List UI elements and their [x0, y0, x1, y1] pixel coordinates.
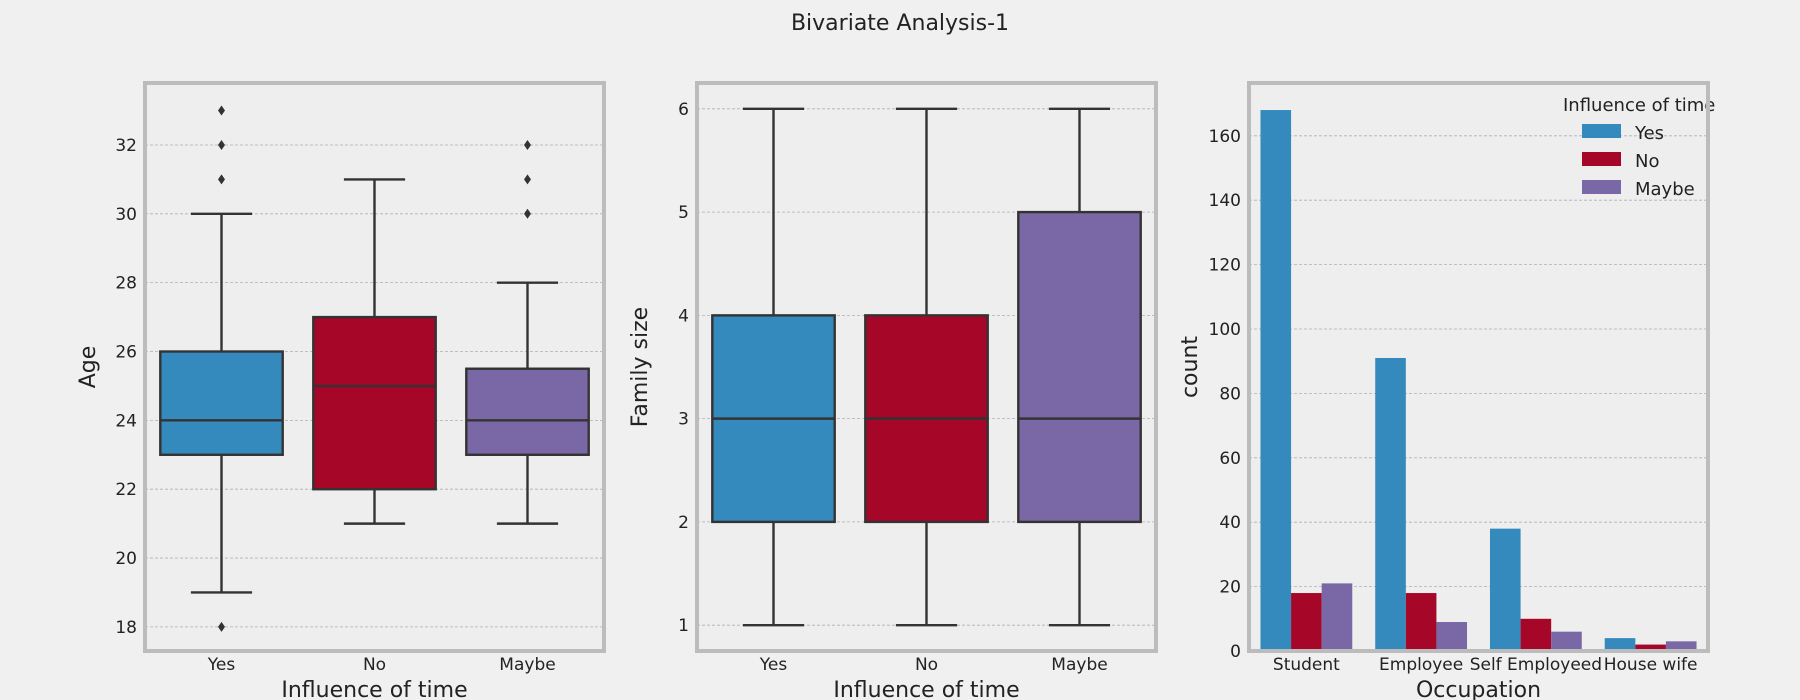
axes-background — [1249, 83, 1708, 651]
outlier-point — [524, 208, 531, 219]
legend-swatch — [1582, 180, 1621, 194]
legend-label: Yes — [1634, 123, 1664, 144]
y-tick-label: 20 — [1219, 578, 1241, 598]
legend-label: No — [1635, 151, 1659, 172]
y-tick-label: 2 — [678, 513, 689, 533]
x-tick-label: House wife — [1604, 655, 1698, 675]
axes-frame — [695, 81, 1158, 653]
legend-swatch — [1582, 124, 1621, 138]
x-axis-label: Influence of time — [281, 678, 467, 700]
box-no — [864, 107, 989, 627]
y-axis-label: count — [1178, 336, 1203, 398]
bar-employee-yes — [1375, 357, 1406, 651]
y-tick-label: 26 — [115, 343, 137, 363]
y-tick-label: 80 — [1219, 384, 1241, 404]
x-tick-label: Employee — [1379, 655, 1463, 675]
x-tick-label: Yes — [207, 655, 236, 675]
x-tick-label: No — [363, 655, 386, 675]
chart-panel-1: 18 20 22 24 26 28 30 32 Yes No Maybe Influence of t… — [76, 81, 606, 700]
y-tick-label: 30 — [115, 205, 137, 225]
box-maybe — [465, 139, 590, 525]
legend-swatch — [1582, 152, 1621, 166]
axes-frame — [1247, 81, 1710, 653]
y-tick-label: 120 — [1209, 256, 1241, 276]
outlier-point — [218, 139, 225, 150]
y-tick-label: 18 — [115, 618, 137, 638]
y-tick-label: 22 — [115, 480, 137, 500]
bar-employee-no — [1405, 593, 1437, 651]
y-tick-label: 3 — [678, 410, 689, 430]
outlier-point — [524, 174, 531, 185]
figure-title: Bivariate Analysis-1 — [791, 11, 1009, 36]
bar-house-wife-no — [1635, 644, 1666, 651]
legend-label: Maybe — [1635, 179, 1695, 200]
outlier-point — [218, 105, 225, 116]
y-tick-label: 160 — [1209, 127, 1241, 147]
y-tick-label: 20 — [115, 549, 137, 569]
y-tick-label: 1 — [678, 616, 689, 636]
x-tick-label: No — [915, 655, 938, 675]
legend-title: Influence of time — [1563, 95, 1715, 116]
x-tick-label: Maybe — [499, 655, 555, 675]
y-tick-label: 0 — [1230, 642, 1241, 662]
x-tick-label: Maybe — [1051, 655, 1107, 675]
x-tick-label: Student — [1273, 655, 1340, 675]
box-maybe — [1017, 107, 1142, 627]
chart-panel-2: 1 2 3 4 5 6 Yes No Maybe Influence of time Family … — [628, 81, 1158, 700]
outlier-point — [524, 139, 531, 150]
bar-house-wife-yes — [1604, 638, 1636, 651]
y-tick-label: 60 — [1219, 449, 1241, 469]
box-iqr — [312, 315, 437, 491]
x-tick-label: Self Employeed — [1470, 655, 1602, 675]
outlier-point — [218, 621, 225, 632]
y-tick-label: 40 — [1219, 513, 1241, 533]
y-tick-label: 32 — [115, 136, 137, 156]
bar-student-yes — [1260, 110, 1292, 652]
bar-self-employeed-no — [1520, 618, 1552, 651]
outlier-point — [218, 174, 225, 185]
bar-student-no — [1291, 593, 1322, 651]
box-iqr — [465, 367, 590, 456]
box-no — [312, 178, 437, 525]
box-yes — [159, 105, 284, 632]
bar-house-wife-maybe — [1665, 641, 1697, 651]
bar-student-maybe — [1321, 583, 1353, 651]
chart-panel-3: 0 20 40 60 80 100 120 140 160 Influence of time Ye… — [1178, 81, 1715, 700]
y-tick-label: 24 — [115, 411, 137, 431]
y-tick-label: 100 — [1209, 320, 1241, 340]
y-tick-label: 5 — [678, 203, 689, 223]
box-iqr — [159, 350, 284, 456]
axes-frame — [143, 81, 606, 653]
box-iqr — [1017, 210, 1142, 524]
y-tick-label: 140 — [1209, 191, 1241, 211]
y-tick-label: 28 — [115, 274, 137, 294]
y-axis-label: Family size — [628, 307, 653, 427]
box-yes — [711, 107, 836, 627]
y-axis-label: Age — [76, 346, 101, 389]
y-tick-label: 4 — [678, 306, 689, 326]
y-tick-label: 6 — [678, 100, 689, 120]
x-tick-label: Yes — [759, 655, 788, 675]
bar-employee-maybe — [1436, 622, 1468, 651]
x-axis-label: Influence of time — [833, 678, 1019, 700]
x-axis-label: Occupation — [1416, 678, 1541, 700]
bar-self-employeed-yes — [1489, 528, 1521, 651]
bar-self-employeed-maybe — [1551, 631, 1582, 651]
